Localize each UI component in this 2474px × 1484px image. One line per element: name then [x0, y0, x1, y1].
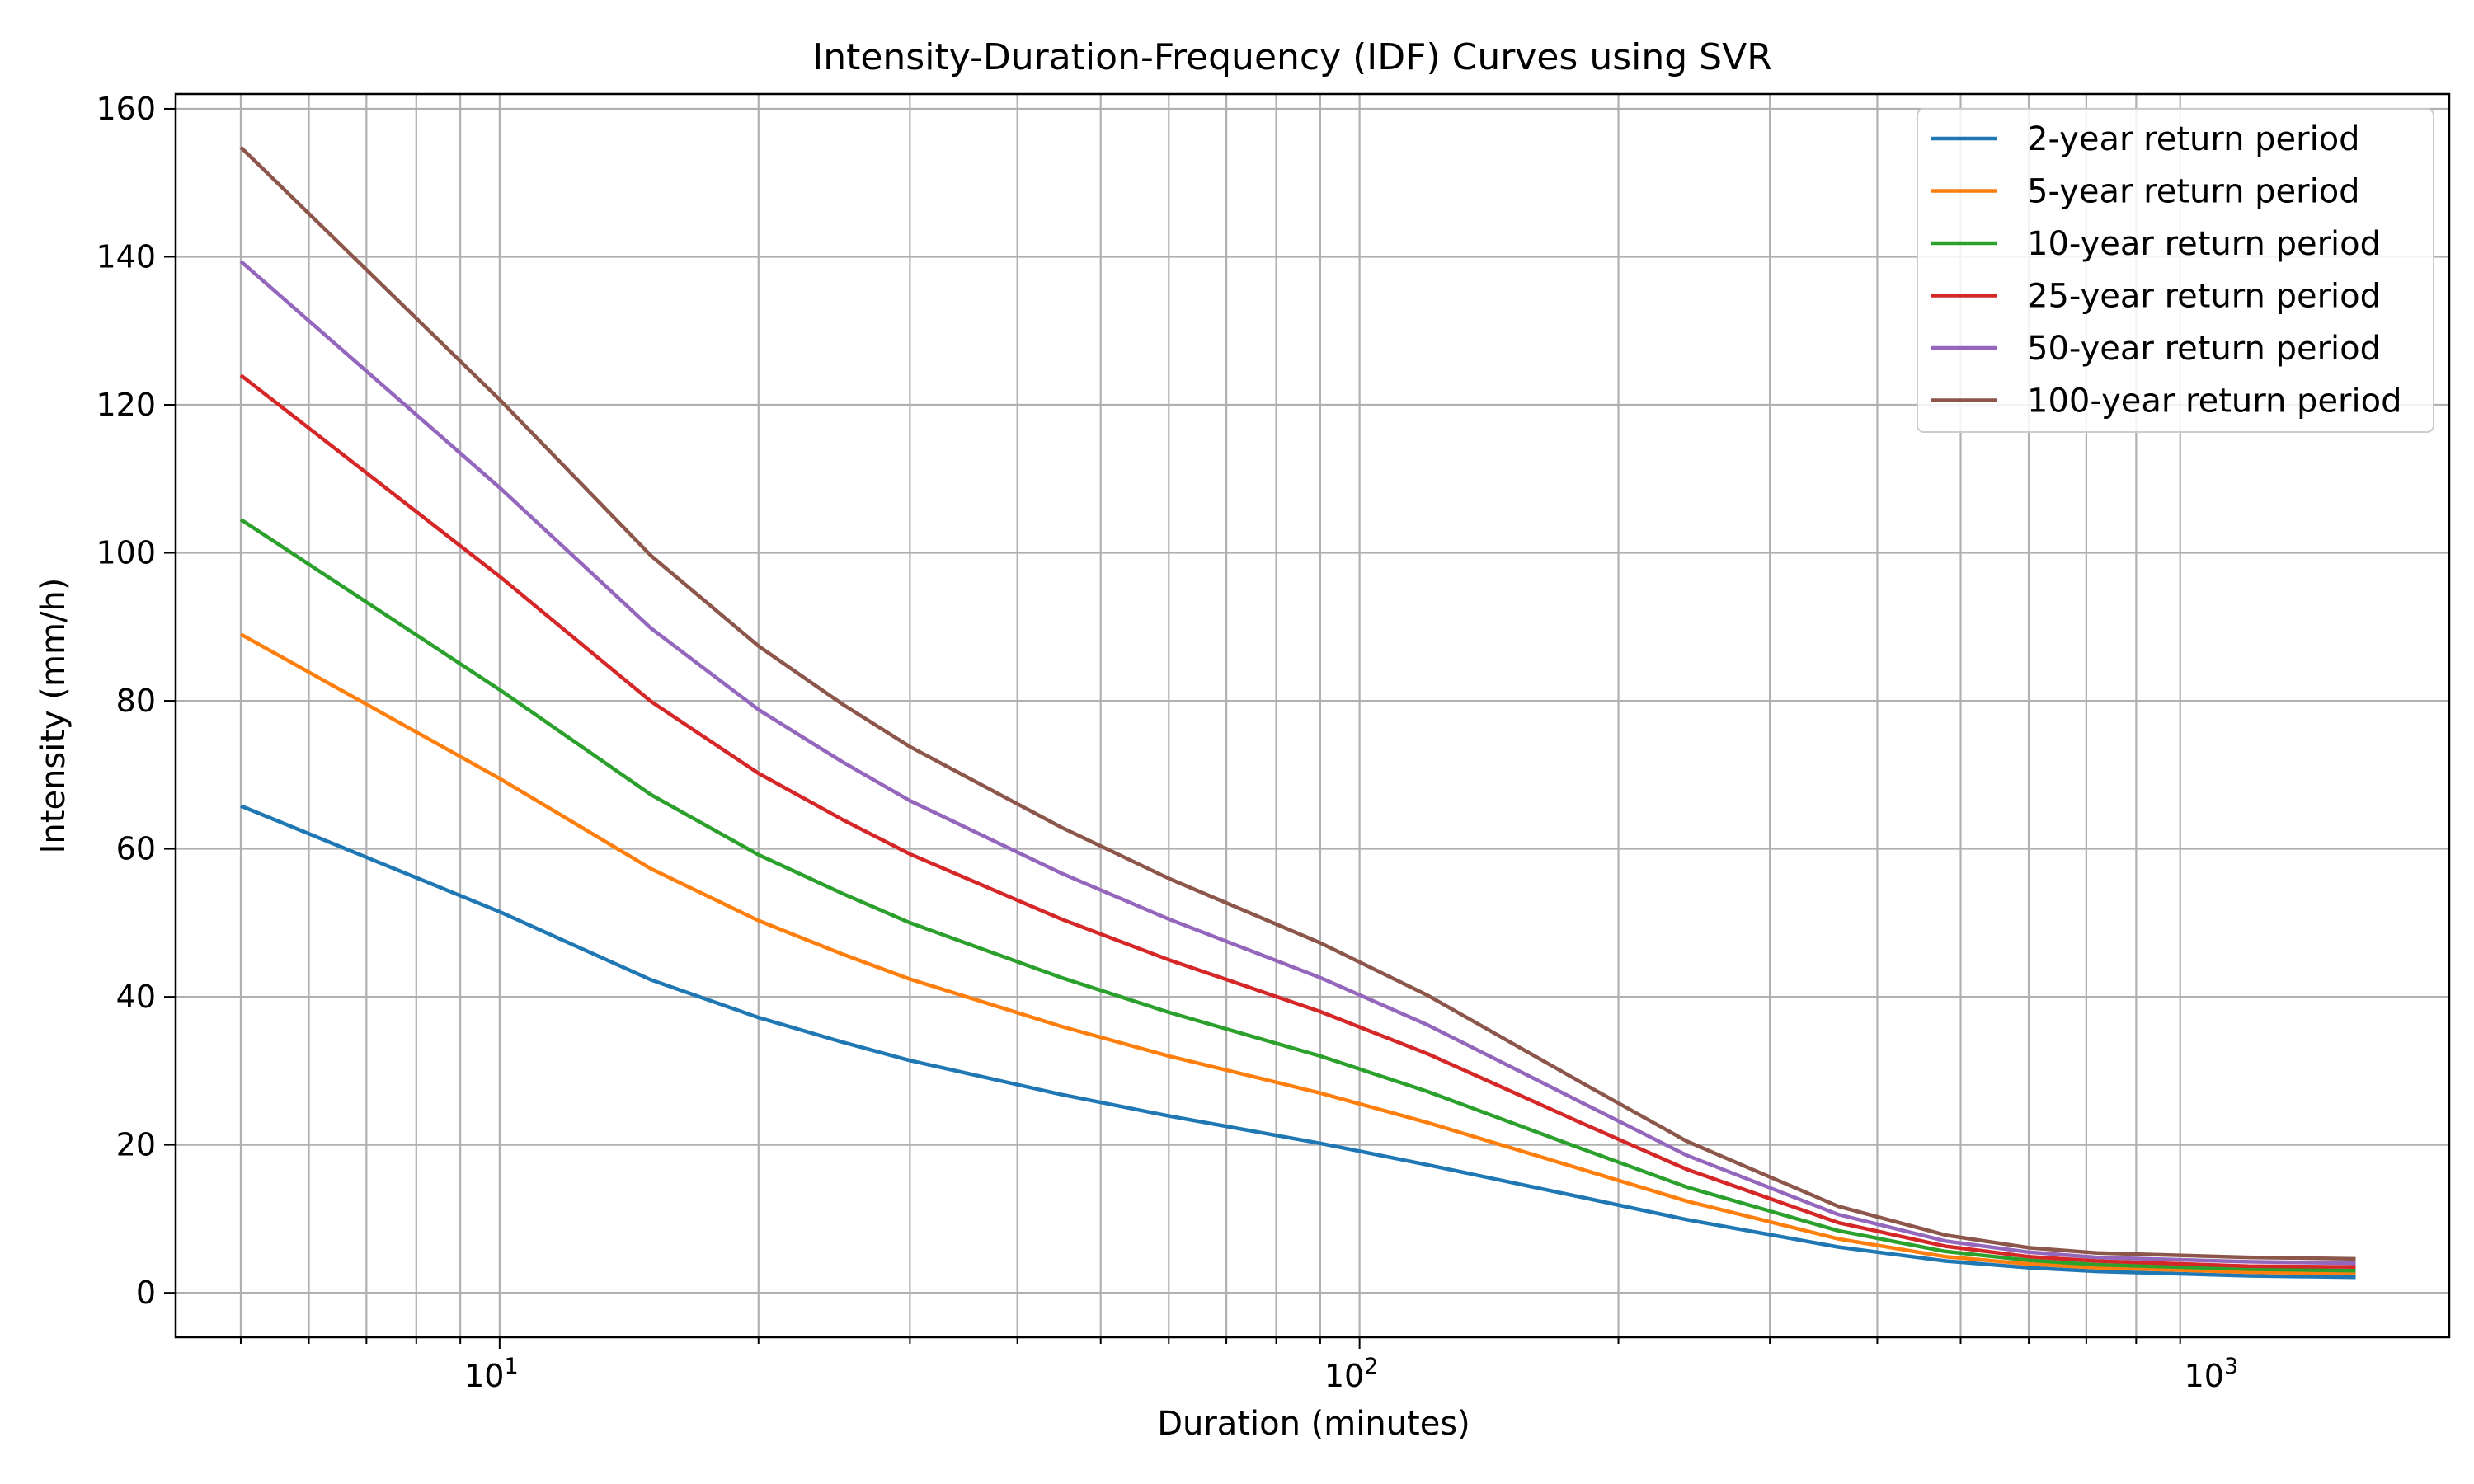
tick-layer: 0 20 40 60 80 100 120 140 160 101 102 103 [96, 91, 2238, 1394]
x-tick-label: 101 [464, 1354, 519, 1394]
grid-layer [176, 94, 2449, 1337]
legend-label: 2-year return period [2027, 120, 2360, 158]
chart-title: Intensity-Duration-Frequency (IDF) Curve… [812, 36, 1772, 78]
legend-box [1917, 108, 2434, 433]
y-tick-label: 20 [116, 1127, 156, 1163]
series-line-3 [239, 518, 2356, 1273]
series-line-2 [239, 632, 2356, 1276]
legend: 2-year return period 5-year return period… [1917, 108, 2434, 433]
legend-label: 25-year return period [2027, 278, 2381, 316]
legend-label: 5-year return period [2027, 173, 2360, 211]
legend-label: 100-year return period [2027, 383, 2401, 420]
y-tick-label: 140 [96, 238, 156, 275]
series-line-6 [239, 145, 2356, 1261]
y-tick-label: 80 [116, 683, 156, 719]
x-tick-label: 102 [1324, 1354, 1379, 1394]
plot-frame [174, 92, 2451, 1339]
y-tick-label: 60 [116, 831, 156, 867]
y-tick-label: 160 [96, 91, 156, 127]
plot-area [174, 92, 2451, 1339]
y-axis-label: Intensity (mm/h) [35, 578, 73, 854]
x-tick-label: 103 [2185, 1354, 2239, 1394]
y-tick-label: 40 [116, 979, 156, 1015]
legend-label: 50-year return period [2027, 330, 2381, 368]
series-layer [239, 145, 2356, 1280]
y-tick-label: 0 [136, 1275, 156, 1311]
legend-label: 10-year return period [2027, 225, 2381, 263]
series-line-1 [240, 804, 2356, 1280]
y-tick-label: 120 [96, 387, 156, 423]
series-line-5 [239, 260, 2356, 1266]
series-line-4 [239, 373, 2356, 1269]
x-axis-label: Duration (minutes) [1157, 1405, 1470, 1443]
y-tick-label: 100 [96, 535, 156, 571]
